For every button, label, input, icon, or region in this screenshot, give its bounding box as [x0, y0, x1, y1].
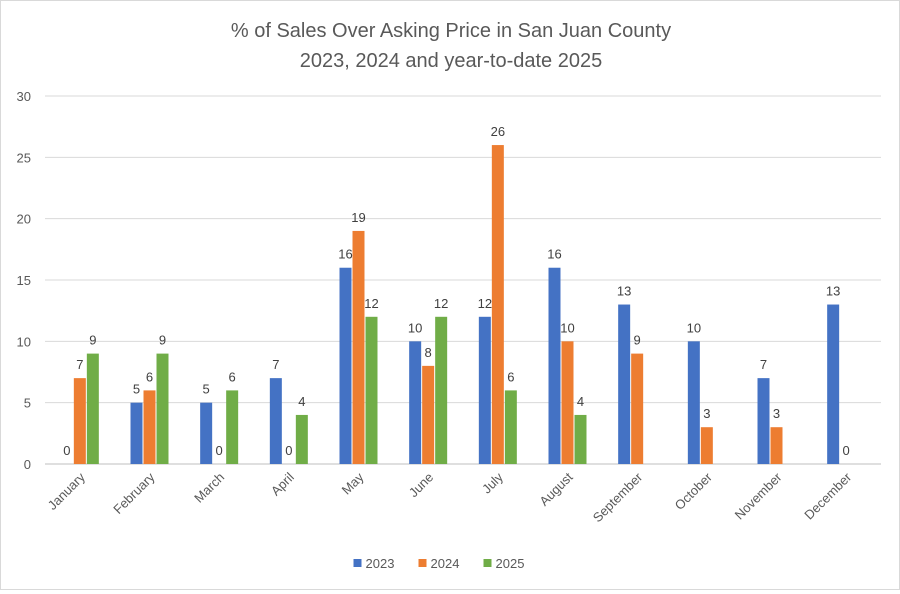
- x-tick-label: February: [110, 469, 158, 517]
- bar-2023: [478, 316, 491, 464]
- bar-2025: [86, 353, 99, 464]
- y-tick-label: 30: [17, 89, 31, 104]
- data-label: 13: [617, 284, 631, 299]
- x-axis-ticks: January February March April May June July Augu…: [45, 469, 855, 525]
- bar-2025: [435, 316, 448, 464]
- bar-2025: [156, 353, 169, 464]
- data-label: 5: [203, 382, 210, 397]
- x-tick-label: May: [339, 469, 367, 497]
- bar-2023: [687, 341, 700, 464]
- x-tick-label: December: [801, 469, 854, 522]
- bar-2024: [422, 365, 435, 464]
- data-label: 0: [843, 443, 850, 458]
- legend-swatch-2023: [353, 559, 362, 567]
- bar-2024: [143, 390, 156, 464]
- data-label: 0: [63, 443, 70, 458]
- bar-2024: [491, 145, 504, 465]
- x-tick-label: September: [590, 469, 646, 525]
- y-tick-label: 20: [17, 212, 31, 227]
- data-label: 6: [146, 369, 153, 384]
- bars: [73, 145, 840, 465]
- bar-2025: [574, 414, 587, 464]
- y-tick-label: 15: [17, 273, 31, 288]
- data-label: 3: [773, 406, 780, 421]
- x-tick-label: October: [672, 469, 716, 513]
- data-label: 10: [560, 320, 574, 335]
- bar-2023: [827, 304, 840, 464]
- data-label: 7: [760, 357, 767, 372]
- legend: 2023 2024 2025: [353, 556, 525, 571]
- data-label: 7: [76, 357, 83, 372]
- bar-2024: [631, 353, 644, 464]
- data-label: 10: [408, 320, 422, 335]
- legend-swatch-2025: [483, 559, 492, 567]
- y-axis-ticks: 0 5 10 15 20 25 30: [17, 89, 31, 472]
- legend-swatch-2024: [418, 559, 427, 567]
- data-label: 9: [89, 333, 96, 348]
- legend-label: 2025: [496, 556, 525, 571]
- data-label: 12: [364, 296, 378, 311]
- x-tick-label: November: [732, 469, 785, 522]
- bar-2023: [269, 378, 282, 464]
- bar-2024: [73, 378, 86, 464]
- bar-2024: [700, 427, 713, 464]
- x-tick-label: June: [406, 470, 437, 501]
- x-tick-label: January: [45, 469, 89, 513]
- x-tick-label: August: [536, 469, 575, 508]
- data-label: 13: [826, 284, 840, 299]
- bar-2025: [504, 390, 517, 464]
- bar-2025: [365, 316, 378, 464]
- data-label: 16: [338, 247, 352, 262]
- bar-2023: [757, 378, 770, 464]
- chart-title-line1: % of Sales Over Asking Price in San Juan…: [231, 20, 671, 42]
- bar-2025: [295, 414, 308, 464]
- y-tick-label: 10: [17, 334, 31, 349]
- grid-lines: [45, 95, 881, 465]
- data-label: 10: [687, 320, 701, 335]
- data-label: 3: [703, 406, 710, 421]
- bar-2023: [200, 402, 213, 464]
- data-label: 12: [478, 296, 492, 311]
- x-tick-label: July: [479, 469, 506, 496]
- data-label: 5: [133, 382, 140, 397]
- data-label: 16: [547, 247, 561, 262]
- data-label: 4: [577, 394, 584, 409]
- data-label: 19: [351, 210, 365, 225]
- x-tick-label: March: [191, 470, 227, 506]
- bar-2023: [339, 267, 352, 464]
- bar-2023: [409, 341, 422, 464]
- chart-title-line2: 2023, 2024 and year-to-date 2025: [300, 50, 602, 72]
- data-label: 6: [229, 369, 236, 384]
- bar-2024: [770, 427, 783, 464]
- data-label: 0: [216, 443, 223, 458]
- bar-2024: [352, 230, 365, 464]
- bar-2023: [130, 402, 143, 464]
- data-label: 4: [298, 394, 305, 409]
- legend-label: 2023: [366, 556, 395, 571]
- bar-2024: [561, 341, 574, 464]
- data-label: 26: [491, 124, 505, 139]
- data-label: 8: [425, 345, 432, 360]
- data-label: 12: [434, 296, 448, 311]
- bar-2023: [618, 304, 631, 464]
- data-label: 0: [285, 443, 292, 458]
- bar-2025: [226, 390, 239, 464]
- y-tick-label: 25: [17, 150, 31, 165]
- data-label: 9: [634, 333, 641, 348]
- data-label: 6: [507, 369, 514, 384]
- legend-label: 2024: [431, 556, 460, 571]
- data-label: 7: [272, 357, 279, 372]
- bar-2023: [548, 267, 561, 464]
- y-tick-label: 0: [24, 457, 31, 472]
- data-label: 9: [159, 333, 166, 348]
- y-tick-label: 5: [24, 396, 31, 411]
- x-tick-label: April: [268, 469, 297, 498]
